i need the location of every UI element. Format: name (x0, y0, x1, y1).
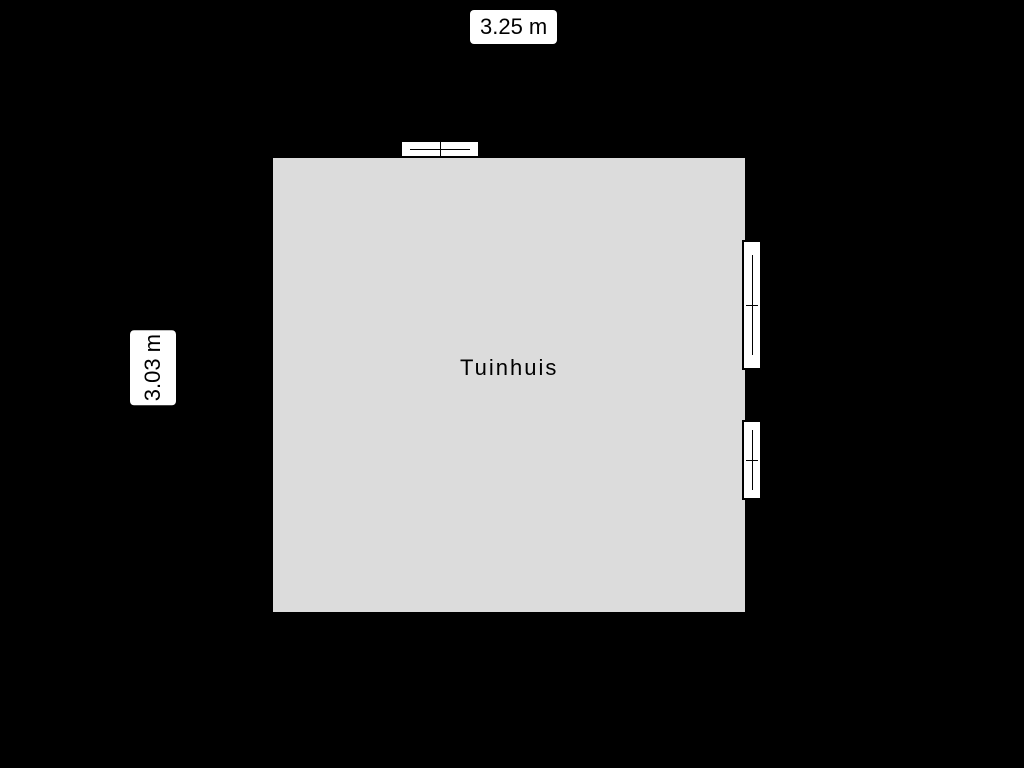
window-top (400, 140, 480, 158)
room-label: Tuinhuis (460, 355, 558, 381)
window-right-lower (742, 420, 762, 500)
dimension-height-label: 3.03 m (130, 330, 176, 405)
door-opening-right (745, 375, 765, 415)
floorplan-canvas: 3.25 m 3.03 m Tuinhuis (0, 0, 1024, 768)
dimension-width-label: 3.25 m (470, 10, 557, 44)
window-right-upper (742, 240, 762, 370)
room-tuinhuis (270, 155, 748, 615)
